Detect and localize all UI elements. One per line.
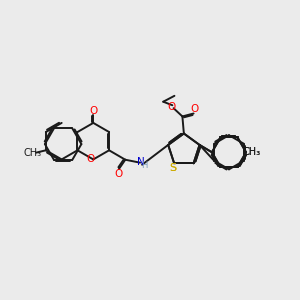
- Text: S: S: [169, 163, 176, 173]
- Text: CH₃: CH₃: [242, 147, 260, 157]
- Text: CH₃: CH₃: [23, 148, 41, 158]
- Text: O: O: [190, 104, 199, 114]
- Text: O: O: [114, 169, 122, 179]
- Text: CH₃: CH₃: [242, 147, 260, 157]
- Text: S: S: [169, 163, 176, 173]
- Text: O: O: [167, 102, 175, 112]
- Text: N: N: [137, 157, 145, 167]
- Text: O: O: [87, 154, 95, 164]
- Text: H: H: [141, 160, 148, 169]
- Text: O: O: [89, 106, 98, 116]
